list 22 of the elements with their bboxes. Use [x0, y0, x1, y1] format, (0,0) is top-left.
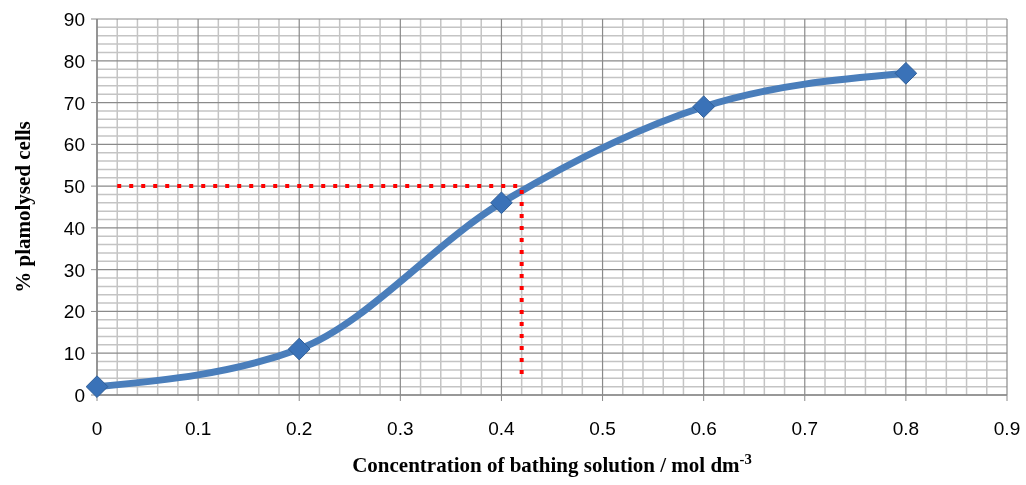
- y-tick-label: 20: [63, 301, 85, 323]
- y-tick-label: 90: [63, 9, 85, 30]
- y-tick-label: 30: [63, 259, 85, 281]
- x-tick-label: 0.2: [286, 418, 313, 439]
- y-tick-label: 40: [63, 217, 85, 239]
- y-tick-label: 10: [63, 343, 85, 365]
- y-axis-title: % plamolysed cells: [11, 121, 35, 293]
- y-tick-label: 70: [63, 92, 85, 114]
- x-tick-label: 0.8: [892, 418, 920, 439]
- y-tick-label: 50: [63, 176, 85, 198]
- x-tick-label: 0.9: [993, 418, 1021, 439]
- x-tick-label: 0.6: [690, 418, 717, 439]
- x-tick-label: 0: [91, 418, 103, 439]
- x-tick-label: 0.7: [791, 418, 818, 439]
- x-tick-label: 0.1: [184, 418, 212, 439]
- x-axis-title: Concentration of bathing solution / mol dm$^{-3}$: [352, 451, 752, 477]
- x-tick-label: 0.3: [387, 418, 414, 439]
- y-tick-label: 0: [74, 385, 85, 406]
- x-tick-label: 0.4: [488, 418, 516, 439]
- x-tick-label: 0.5: [589, 418, 616, 439]
- y-tick-label: 60: [63, 134, 85, 156]
- y-tick-label: 80: [63, 50, 85, 72]
